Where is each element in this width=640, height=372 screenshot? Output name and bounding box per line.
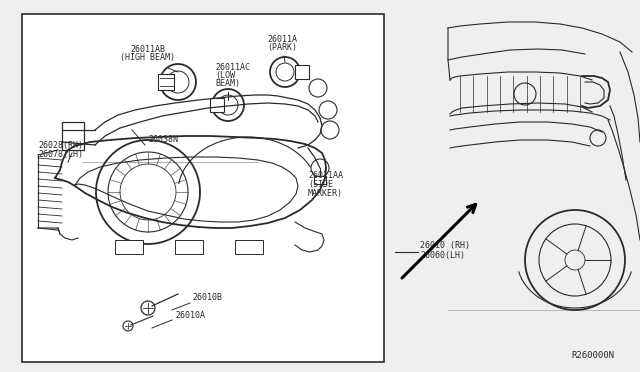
Bar bbox=[210, 98, 224, 112]
Text: 26011A: 26011A bbox=[267, 35, 297, 44]
Text: MARKER): MARKER) bbox=[308, 189, 343, 198]
Text: 26038N: 26038N bbox=[148, 135, 178, 144]
Text: 26011AC: 26011AC bbox=[215, 63, 250, 72]
Text: (SIDE: (SIDE bbox=[308, 180, 333, 189]
Text: 26011AA: 26011AA bbox=[308, 171, 343, 180]
Text: 26011AB: 26011AB bbox=[131, 45, 166, 54]
Bar bbox=[115, 240, 143, 254]
Text: 26078(LH): 26078(LH) bbox=[38, 150, 83, 159]
Text: BEAM): BEAM) bbox=[215, 79, 240, 88]
Bar bbox=[314, 176, 326, 184]
Text: 26010B: 26010B bbox=[192, 293, 222, 302]
Text: 26028(RH): 26028(RH) bbox=[38, 141, 83, 150]
Bar bbox=[158, 74, 174, 90]
Text: (PARK): (PARK) bbox=[267, 43, 297, 52]
Text: 26060(LH): 26060(LH) bbox=[420, 251, 465, 260]
Text: (LOW: (LOW bbox=[215, 71, 235, 80]
Bar bbox=[235, 240, 263, 254]
Text: 26010A: 26010A bbox=[175, 311, 205, 320]
Text: (HIGH BEAM): (HIGH BEAM) bbox=[120, 53, 175, 62]
Bar bbox=[62, 122, 84, 150]
Text: 26010 (RH): 26010 (RH) bbox=[420, 241, 470, 250]
Bar bbox=[175, 240, 203, 254]
Text: R260000N: R260000N bbox=[571, 351, 614, 360]
Bar bbox=[295, 65, 309, 79]
Bar bbox=[22, 14, 384, 362]
